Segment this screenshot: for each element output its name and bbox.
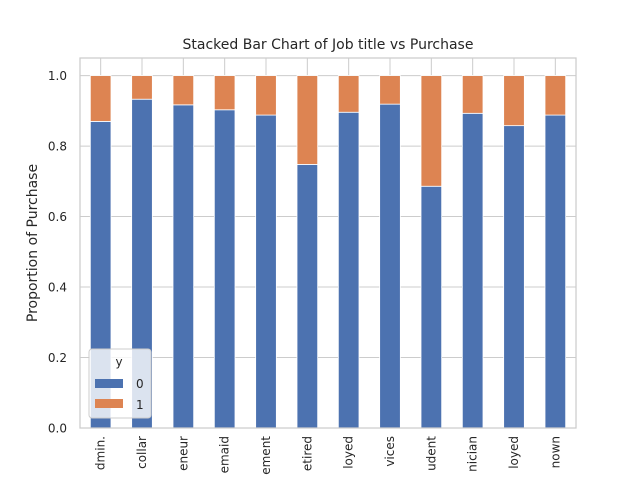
bar-0-11: [544, 114, 567, 429]
bar-1-6: [337, 75, 360, 113]
y-axis-label: Proportion of Purchase: [25, 164, 41, 322]
bar-1-3: [213, 75, 236, 111]
bar-1-7: [379, 75, 401, 105]
x-tick-label: collar: [135, 436, 149, 469]
bars: [89, 75, 567, 429]
y-tick-label: 0.0: [48, 422, 67, 436]
bar-0-10: [503, 125, 525, 429]
y-tick-label: 0.6: [48, 210, 67, 224]
x-tick-label: emaid: [218, 436, 232, 473]
legend-title: y: [115, 355, 122, 369]
x-tick-label: loyed: [342, 436, 356, 469]
bar-0-8: [420, 185, 443, 429]
bar-0-4: [255, 114, 277, 429]
bar-0-6: [337, 111, 360, 429]
y-tick-labels: 0.0 0.2 0.4 0.6 0.8 1.0: [48, 69, 67, 435]
bar-0-5: [296, 164, 319, 429]
legend: y 0 1: [88, 348, 152, 419]
bar-1-9: [461, 75, 484, 114]
y-tick-label: 1.0: [48, 69, 67, 83]
bar-0-3: [213, 109, 236, 429]
x-tick-label: udent: [424, 436, 438, 471]
legend-label-0: 0: [136, 377, 144, 391]
legend-label-1: 1: [136, 398, 144, 412]
y-tick-label: 0.2: [48, 351, 67, 365]
bar-0-7: [379, 103, 401, 429]
x-tick-label: loyed: [507, 436, 521, 469]
bar-1-0: [89, 75, 112, 122]
bar-1-2: [172, 75, 195, 106]
legend-swatch-0: [95, 379, 123, 388]
bar-0-9: [461, 112, 484, 429]
x-tick-label: etired: [300, 436, 314, 471]
x-tick-label: ement: [259, 436, 273, 475]
x-tick-label: nician: [466, 436, 480, 472]
bar-1-4: [255, 75, 277, 116]
bar-1-1: [131, 75, 153, 100]
bar-1-10: [503, 75, 525, 127]
x-tick-label: vices: [383, 436, 397, 467]
chart-title: Stacked Bar Chart of Job title vs Purcha…: [183, 37, 474, 53]
x-tick-label: eneur: [176, 436, 190, 471]
bar-1-5: [296, 75, 319, 165]
x-tick-label: dmin.: [94, 436, 108, 470]
bar-0-2: [172, 104, 195, 429]
x-tick-labels: dmin. collar eneur emaid ement etired loyed vic…: [94, 436, 563, 475]
bar-1-11: [544, 75, 567, 116]
y-tick-label: 0.4: [48, 281, 67, 295]
legend-swatch-1: [95, 399, 123, 408]
bar-1-8: [420, 75, 443, 187]
y-tick-label: 0.8: [48, 140, 67, 154]
x-tick-label: nown: [548, 436, 562, 468]
plot-frame: [79, 57, 577, 429]
